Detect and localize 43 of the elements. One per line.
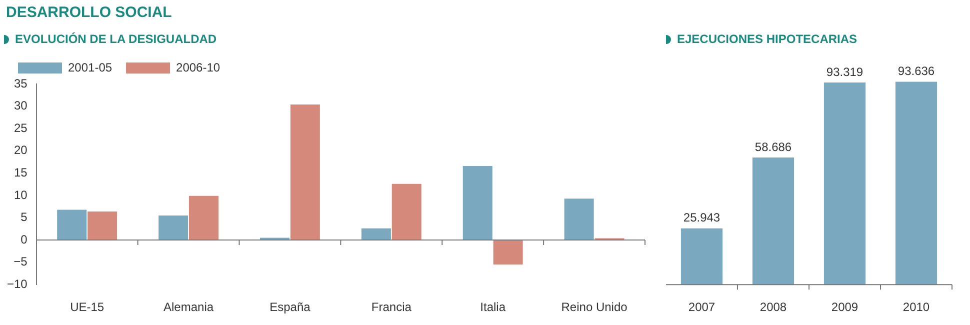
bar <box>290 104 320 240</box>
y-tick-label: 30 <box>14 98 28 113</box>
y-tick-label: 5 <box>20 210 28 224</box>
y-tick-label: 20 <box>14 143 28 158</box>
bar <box>57 210 87 240</box>
y-tick-label: 25 <box>14 120 28 135</box>
bar <box>361 228 391 240</box>
text: DESARROLLO SOCIAL <box>6 4 172 21</box>
x-tick-label: Reino Unido <box>561 300 628 314</box>
data-label: 58.686 <box>754 140 792 154</box>
bar <box>824 82 866 285</box>
x-tick-label: 2008 <box>760 300 787 314</box>
x-tick-label: 2010 <box>902 300 930 314</box>
bar <box>88 211 118 240</box>
chart-title: EVOLUCIÓN DE LA DESIGUALDAD <box>15 32 217 46</box>
y-tick-label: 0 <box>20 232 28 246</box>
bar <box>188 196 218 240</box>
y-tick-label: −5 <box>14 254 28 269</box>
x-tick-label: 2009 <box>831 300 858 314</box>
data-label: 93.636 <box>898 64 935 78</box>
x-tick-label: Francia <box>371 300 412 314</box>
bar <box>158 216 188 240</box>
legend-label: 2001-05 <box>68 60 112 74</box>
y-tick-label: 10 <box>14 188 28 202</box>
data-label: 93.319 <box>826 64 864 79</box>
y-tick-label: 35 <box>14 76 28 90</box>
x-tick-label: España <box>270 300 311 314</box>
x-tick-label: Italia <box>480 300 506 314</box>
bar <box>680 228 723 285</box>
bar <box>392 184 422 240</box>
bar <box>462 166 492 240</box>
x-tick-label: Alemania <box>164 300 214 314</box>
chart-title: EJECUCIONES HIPOTECARIAS <box>677 32 858 46</box>
bar <box>752 157 794 285</box>
bar <box>895 82 938 285</box>
x-tick-label: UE-15 <box>70 300 104 314</box>
x-tick-label: 2007 <box>688 300 716 314</box>
legend-label: 2006-10 <box>176 60 220 74</box>
y-tick-label: −10 <box>6 276 28 291</box>
data-label: 25.943 <box>683 210 720 225</box>
bar <box>493 240 523 265</box>
bar <box>564 198 594 240</box>
y-tick-label: 15 <box>14 165 28 180</box>
